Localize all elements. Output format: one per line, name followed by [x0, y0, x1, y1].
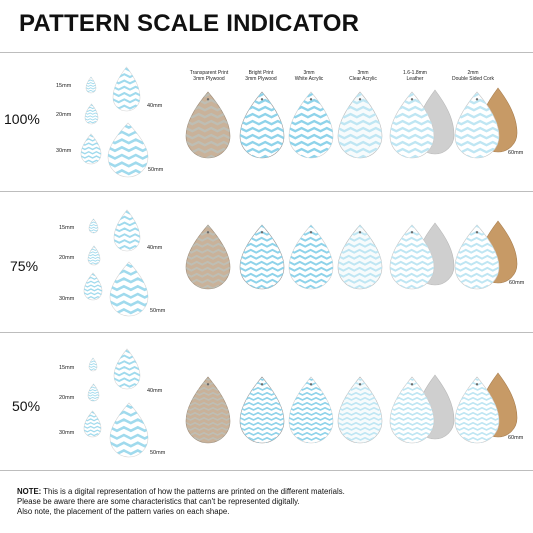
teardrop-sample	[113, 348, 141, 390]
divider	[0, 52, 533, 53]
teardrop-sample	[84, 103, 99, 125]
teardrop-sample	[83, 272, 103, 301]
size-label-40mm: 40mm	[147, 103, 163, 109]
size-label-20mm: 20mm	[59, 255, 75, 261]
size-label-40mm: 40mm	[147, 245, 163, 251]
leather-front-sample	[389, 91, 435, 159]
column-header-plywood-transparent: Transparent Print 3mm Plywood	[189, 70, 229, 82]
cork-front-sample	[454, 376, 500, 444]
white-acrylic-sample	[288, 376, 334, 444]
size-label-30mm: 30mm	[56, 148, 72, 154]
size-label-15mm: 15mm	[59, 225, 75, 231]
teardrop-sample	[80, 133, 102, 165]
size-label-15mm: 15mm	[59, 365, 75, 371]
clear-acrylic-sample	[337, 376, 383, 444]
size-label-60mm: 60mm	[508, 150, 524, 156]
size-label-30mm: 30mm	[59, 296, 75, 302]
size-label-60mm: 60mm	[508, 435, 524, 441]
teardrop-sample	[88, 218, 99, 234]
plywood-transparent-sample	[185, 91, 231, 159]
page-title: PATTERN SCALE INDICATOR	[19, 10, 360, 37]
size-label-20mm: 20mm	[56, 112, 72, 118]
white-acrylic-sample	[288, 91, 334, 159]
column-header-cork: 2mm Double Sided Cork	[452, 70, 494, 82]
column-header-clear-acrylic: 3mm Clear Acrylic	[349, 70, 377, 82]
column-header-plywood-bright: Bright Print 3mm Plywood	[245, 70, 277, 82]
white-acrylic-sample	[288, 224, 334, 290]
teardrop-sample	[107, 122, 149, 178]
teardrop-sample	[85, 76, 97, 94]
column-header-leather: 1.6-1.8mm Leather	[403, 70, 427, 82]
size-label-50mm: 50mm	[150, 450, 166, 456]
size-label-60mm: 60mm	[509, 280, 525, 286]
teardrop-sample	[109, 261, 149, 317]
plywood-bright-sample	[239, 224, 285, 290]
divider	[0, 191, 533, 192]
size-label-50mm: 50mm	[150, 308, 166, 314]
divider	[0, 470, 533, 471]
plywood-bright-sample	[239, 91, 285, 159]
teardrop-sample	[113, 209, 141, 252]
plywood-transparent-sample	[185, 376, 231, 444]
scale-label-75: 75%	[10, 258, 39, 274]
leather-front-sample	[389, 224, 435, 290]
size-label-20mm: 20mm	[59, 395, 75, 401]
size-label-50mm: 50mm	[148, 167, 164, 173]
clear-acrylic-sample	[337, 224, 383, 290]
column-header-white-acrylic: 3mm White Acrylic	[294, 70, 324, 82]
cork-front-sample	[454, 224, 500, 290]
teardrop-sample	[112, 66, 141, 112]
plywood-bright-sample	[239, 376, 285, 444]
teardrop-sample	[87, 245, 101, 266]
size-label-15mm: 15mm	[56, 83, 72, 89]
scale-label-100: 100%	[4, 111, 40, 127]
teardrop-sample	[88, 357, 98, 372]
leather-front-sample	[389, 376, 435, 444]
teardrop-sample	[87, 383, 100, 402]
teardrop-sample	[109, 402, 149, 458]
size-label-30mm: 30mm	[59, 430, 75, 436]
scale-label-50: 50%	[12, 398, 41, 414]
cork-front-sample	[454, 91, 500, 159]
note: NOTE: This is a digital representation o…	[17, 487, 345, 516]
teardrop-sample	[83, 410, 102, 438]
plywood-transparent-sample	[185, 224, 231, 290]
size-label-40mm: 40mm	[147, 388, 163, 394]
divider	[0, 332, 533, 333]
clear-acrylic-sample	[337, 91, 383, 159]
